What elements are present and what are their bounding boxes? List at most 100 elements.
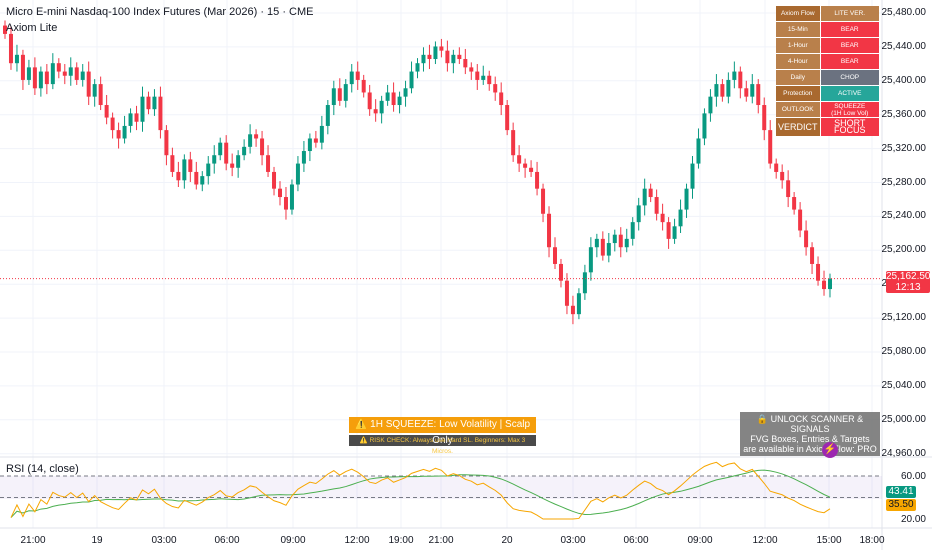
candle-body bbox=[487, 75, 492, 85]
candle-body bbox=[170, 155, 175, 172]
time-axis-label: 03:00 bbox=[151, 535, 177, 546]
status-label: Axiom Flow bbox=[776, 6, 820, 21]
candle-body bbox=[481, 75, 486, 80]
candle-body bbox=[612, 234, 617, 244]
candle-body bbox=[618, 234, 623, 248]
time-axis-label: 21:00 bbox=[20, 535, 46, 546]
candle-body bbox=[307, 138, 312, 152]
status-table: Axiom Flow LITE VER. 15-Min BEAR 1-Hour BEAR 4… bbox=[775, 5, 880, 137]
candle-body bbox=[397, 96, 402, 106]
candle-body bbox=[606, 243, 611, 256]
status-row: VERDICT SHORT FOCUS bbox=[776, 118, 879, 136]
rsi-value-tag: 43.41 bbox=[886, 486, 916, 498]
price-axis-label: 25,320.00 bbox=[881, 142, 927, 154]
candle-body bbox=[654, 197, 659, 214]
candle-body bbox=[523, 163, 528, 168]
candle-body bbox=[379, 100, 384, 114]
indicator-name[interactable]: Axiom Lite bbox=[6, 22, 58, 34]
candle-body bbox=[14, 54, 19, 64]
candle-body bbox=[260, 138, 265, 156]
status-label: Protection bbox=[776, 86, 820, 101]
candle-body bbox=[158, 96, 163, 131]
lightning-icon[interactable]: ⚡ bbox=[822, 442, 838, 458]
rsi-indicator-label[interactable]: RSI (14, close) bbox=[6, 463, 79, 475]
candle-body bbox=[301, 151, 306, 164]
status-value: BEAR bbox=[820, 38, 879, 53]
candle-body bbox=[451, 54, 456, 64]
candle-body bbox=[38, 71, 43, 89]
candle-body bbox=[56, 63, 61, 72]
candle-body bbox=[469, 67, 474, 72]
candle-body bbox=[600, 238, 605, 256]
promo-line-1: 🔒 UNLOCK SCANNER & SIGNALS bbox=[756, 414, 864, 434]
candle-body bbox=[810, 247, 815, 264]
promo-line-2: FVG Boxes, Entries & Targets bbox=[750, 434, 870, 444]
candle-body bbox=[642, 188, 647, 206]
candle-body bbox=[152, 96, 157, 110]
time-axis-label: 06:00 bbox=[623, 535, 649, 546]
candle-body bbox=[463, 59, 468, 68]
candle-body bbox=[50, 63, 55, 85]
candle-body bbox=[582, 272, 587, 294]
price-axis-label: 25,120.00 bbox=[881, 312, 927, 324]
candle-body bbox=[648, 188, 653, 198]
status-row: Protection ACTIVE bbox=[776, 86, 879, 101]
status-value: BEAR bbox=[820, 22, 879, 37]
candle-body bbox=[445, 50, 450, 64]
candle-body bbox=[475, 71, 480, 80]
candle-body bbox=[278, 188, 282, 198]
candle-body bbox=[68, 67, 73, 76]
candle-body bbox=[720, 84, 725, 97]
upgrade-promo[interactable]: 🔒 UNLOCK SCANNER & SIGNALS FVG Boxes, En… bbox=[740, 412, 880, 456]
price-axis-label: 25,200.00 bbox=[881, 244, 927, 256]
candle-body bbox=[110, 117, 115, 131]
candle-body bbox=[337, 88, 342, 101]
candle-body bbox=[774, 163, 779, 172]
candle-body bbox=[409, 71, 414, 89]
candle-body bbox=[236, 155, 241, 168]
candle-body bbox=[427, 54, 432, 60]
candle-body bbox=[403, 88, 408, 97]
candle-body bbox=[146, 96, 151, 110]
candle-body bbox=[74, 67, 79, 80]
candle-body bbox=[732, 71, 737, 80]
candle-body bbox=[266, 155, 271, 172]
candle-body bbox=[122, 125, 127, 139]
candle-body bbox=[433, 46, 438, 60]
candle-body bbox=[385, 92, 390, 101]
price-axis-label: 25,280.00 bbox=[881, 176, 927, 188]
price-axis-label: 25,000.00 bbox=[881, 413, 927, 425]
candle-body bbox=[391, 92, 396, 106]
time-axis-label: 21:00 bbox=[428, 535, 454, 546]
bar-countdown: 12:13 bbox=[895, 282, 921, 293]
candle-body bbox=[541, 188, 546, 214]
rsi-level-20: 20.00 bbox=[900, 514, 926, 525]
candle-body bbox=[570, 305, 575, 315]
time-axis-label: 19:00 bbox=[388, 535, 414, 546]
rsi-line bbox=[10, 461, 831, 520]
status-value: BEAR bbox=[820, 54, 879, 69]
candle-body bbox=[780, 171, 785, 181]
candle-body bbox=[804, 230, 809, 248]
candle-body bbox=[636, 205, 641, 223]
status-row: Axiom Flow LITE VER. bbox=[776, 6, 879, 21]
candle-body bbox=[212, 155, 217, 164]
candle-body bbox=[194, 171, 199, 185]
candle-body bbox=[224, 142, 229, 164]
candle-body bbox=[678, 209, 683, 227]
status-value: LITE VER. bbox=[820, 6, 879, 21]
candle-body bbox=[361, 79, 366, 93]
time-axis-label: 09:00 bbox=[280, 535, 306, 546]
candle-body bbox=[98, 84, 103, 106]
candle-body bbox=[289, 184, 294, 210]
candle-body bbox=[272, 171, 277, 189]
candle-body bbox=[511, 130, 516, 156]
candle-body bbox=[576, 293, 581, 315]
candle-body bbox=[553, 247, 557, 264]
candle-body bbox=[128, 113, 133, 126]
candle-body bbox=[702, 113, 707, 139]
candle-body bbox=[80, 71, 85, 80]
candle-body bbox=[457, 54, 462, 60]
candle-body bbox=[630, 222, 635, 239]
